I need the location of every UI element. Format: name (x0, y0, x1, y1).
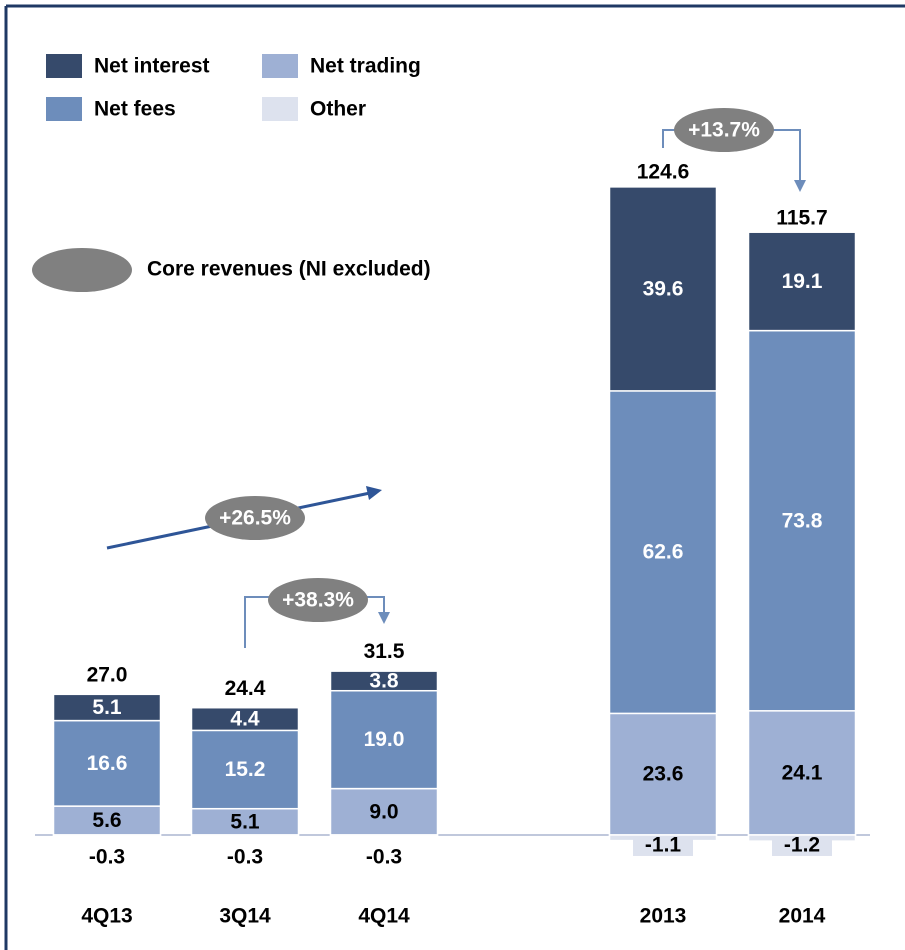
total-label: 124.6 (637, 161, 690, 184)
segment-label: 19.0 (364, 728, 405, 751)
segment-label: 4.4 (230, 708, 260, 731)
core-revenue-legend-text: Core revenues (NI excluded) (147, 258, 431, 281)
bar-segment (747, 231, 857, 332)
segment-label: 39.6 (643, 277, 684, 300)
legend-label: Net fees (94, 98, 176, 121)
total-label: 31.5 (364, 640, 405, 663)
x-tick-label: 4Q13 (81, 905, 132, 928)
segment-label: -0.3 (366, 846, 402, 869)
bar-segment (329, 670, 439, 692)
segment-label: -1.2 (784, 834, 820, 857)
bar-segment (52, 693, 162, 722)
segment-label: 15.2 (225, 758, 266, 781)
annotation-ellipse (268, 578, 368, 622)
segment-label: 19.1 (782, 270, 823, 293)
annotation: +38.3% (282, 589, 354, 612)
bar-segment (52, 719, 162, 807)
label-box (772, 835, 832, 856)
bar-segment (747, 710, 857, 836)
arrow-head (366, 486, 382, 500)
segment-label: -0.3 (89, 846, 125, 869)
annotation: +26.5% (219, 507, 291, 530)
arrow-head (378, 612, 390, 624)
x-tick-label: 4Q14 (358, 905, 410, 928)
bar-segment (608, 390, 718, 715)
bar-segment (190, 807, 300, 836)
segment-label: 5.1 (92, 696, 122, 719)
legend-swatch (46, 54, 82, 78)
label-box (633, 835, 693, 856)
x-tick-label: 2014 (779, 905, 826, 928)
segment-label: -1.1 (645, 834, 682, 857)
segment-label: 9.0 (369, 800, 398, 823)
annotation-ellipse (205, 496, 305, 540)
annotation: +13.7% (688, 119, 760, 142)
segment-label: 5.6 (92, 809, 121, 832)
legend-swatch (262, 97, 298, 121)
segment-label: 3.8 (369, 669, 399, 692)
arrow-head (794, 180, 806, 192)
segment-label: 62.6 (643, 541, 684, 564)
bar-segment (608, 186, 718, 392)
bar-segment (747, 329, 857, 712)
segment-label: 73.8 (782, 509, 823, 532)
total-label: 115.7 (776, 206, 827, 229)
segment-label: 16.6 (87, 752, 128, 775)
bar-segment (190, 706, 300, 732)
x-tick-label: 2013 (640, 905, 687, 928)
bar-segment (190, 729, 300, 810)
legend-swatch (262, 54, 298, 78)
core-revenue-legend-ellipse (32, 248, 132, 292)
bar-segment (190, 834, 300, 838)
annotation-ellipse (674, 108, 774, 152)
legend-label: Net interest (94, 55, 210, 78)
segment-label: 23.6 (643, 763, 684, 786)
legend-swatch (46, 97, 82, 121)
segment-label: 24.1 (782, 761, 823, 784)
bar-segment (608, 712, 718, 836)
segment-label: -0.3 (227, 846, 263, 869)
bar-segment (329, 689, 439, 790)
total-label: 27.0 (87, 663, 128, 686)
x-tick-label: 3Q14 (219, 905, 271, 928)
legend-label: Net trading (310, 55, 421, 78)
legend-label: Other (310, 98, 366, 121)
total-label: 24.4 (225, 677, 266, 700)
segment-label: 5.1 (230, 810, 260, 833)
bar-segment (329, 834, 439, 838)
bar-segment (52, 834, 162, 838)
